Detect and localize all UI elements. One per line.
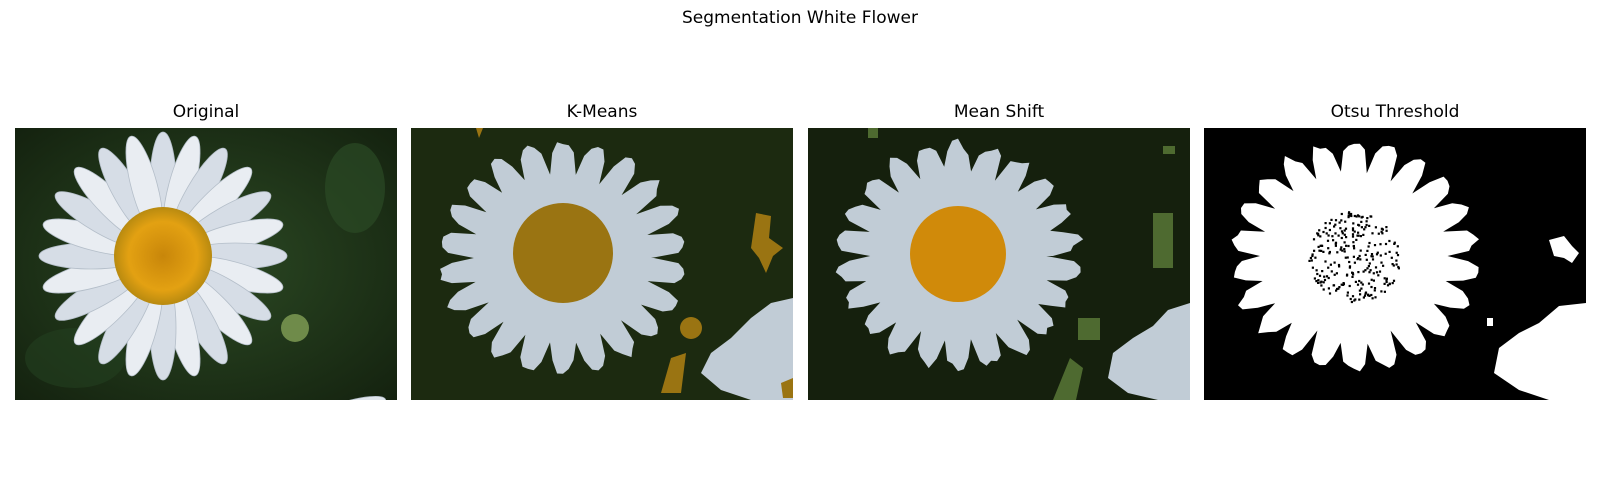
- otsu-center-noise: [1308, 211, 1400, 304]
- meanshift-flower-partial: [1108, 303, 1190, 400]
- otsu-flower-partial: [1494, 303, 1586, 400]
- figure-title: Segmentation White Flower: [682, 8, 918, 28]
- kmeans-flower-partial: [701, 298, 793, 400]
- panel-title-kmeans: K-Means: [566, 102, 638, 122]
- otsu-blob: [1549, 236, 1579, 263]
- kmeans-flower: [440, 142, 685, 374]
- panel-title-otsu: Otsu Threshold: [1330, 102, 1460, 122]
- daisy-flower: [38, 131, 288, 381]
- meanshift-flower: [835, 138, 1084, 372]
- meanshift-leaf-region: [1153, 213, 1173, 268]
- daisy-flower-partial: [293, 395, 387, 400]
- otsu-flower: [1231, 143, 1479, 372]
- panel-title-meanshift: Mean Shift: [953, 102, 1045, 122]
- panel-title-original: Original: [172, 102, 240, 122]
- kmeans-center: [513, 203, 613, 303]
- otsu-image: [1204, 128, 1586, 400]
- meanshift-center: [910, 206, 1006, 302]
- kmeans-leaf-region: [751, 213, 783, 273]
- meanshift-image: [808, 128, 1190, 400]
- flower-center: [114, 207, 212, 305]
- original-image: [15, 128, 397, 400]
- flower-bud: [281, 314, 309, 342]
- kmeans-image: [411, 128, 793, 400]
- panel-original: Original: [15, 102, 397, 400]
- panel-otsu: Otsu Threshold: [1204, 102, 1586, 400]
- panel-kmeans: K-Means: [411, 102, 793, 400]
- panel-meanshift: Mean Shift: [808, 102, 1190, 400]
